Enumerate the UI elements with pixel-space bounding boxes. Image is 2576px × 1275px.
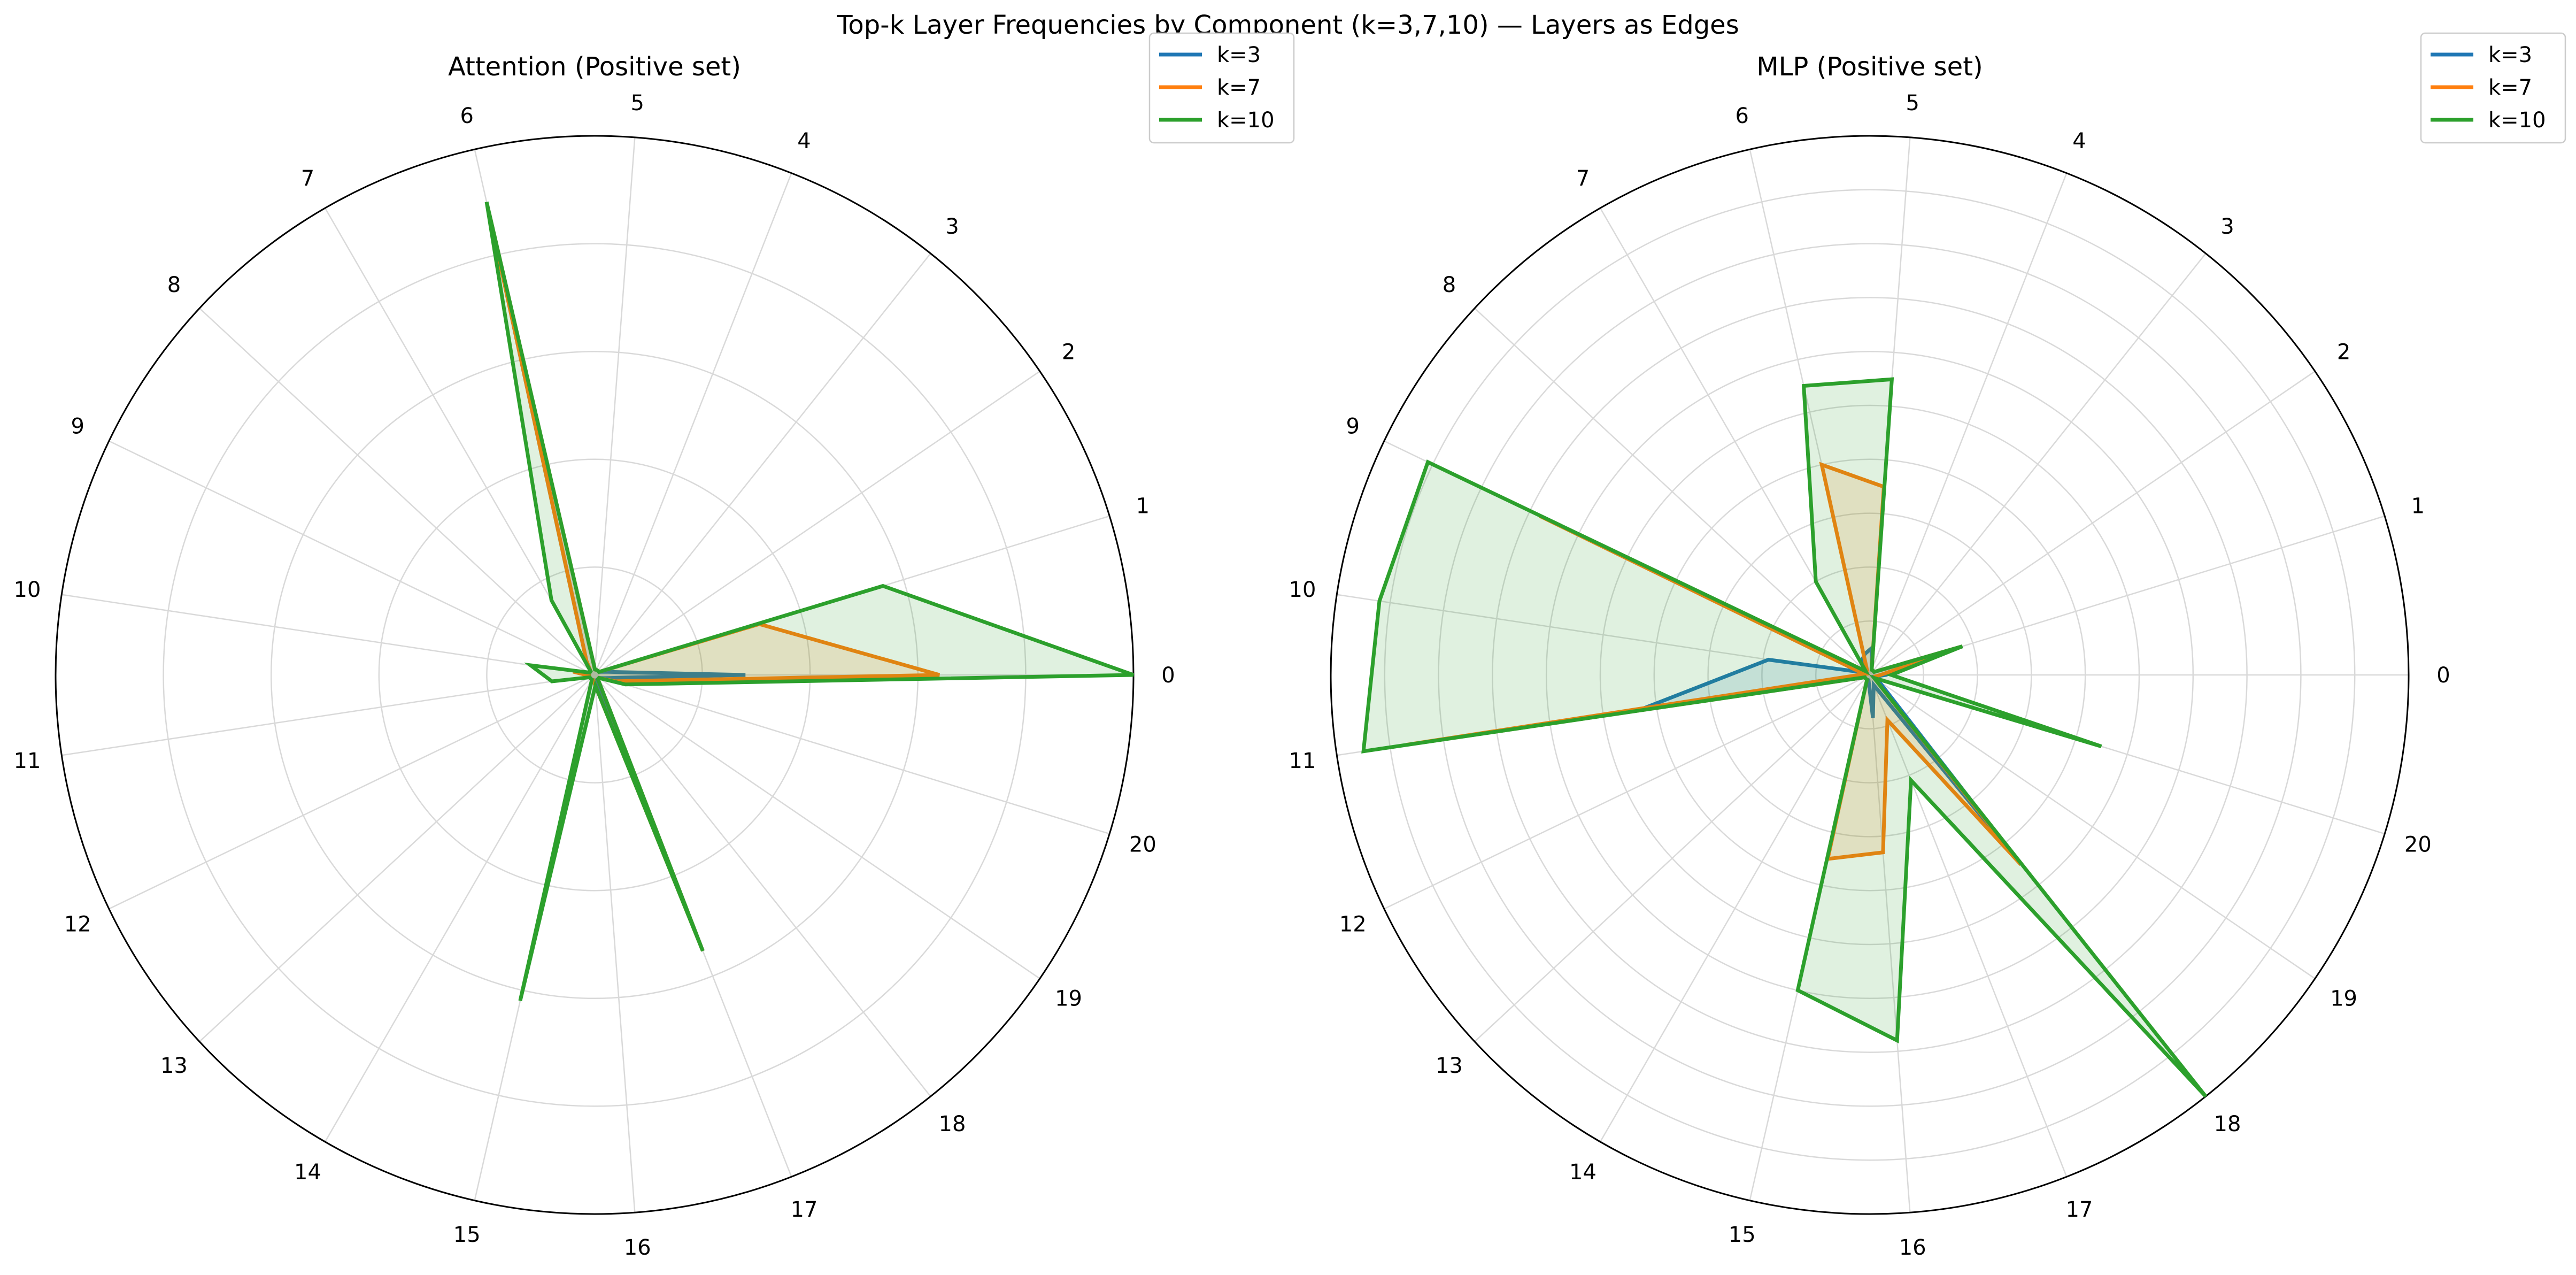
spoke-4: [593, 173, 792, 675]
layer-label-6: 6: [1736, 104, 1749, 128]
layer-label-13: 13: [160, 1054, 188, 1078]
grid-ring: [1599, 404, 2140, 946]
grid-ring: [1384, 189, 2356, 1161]
grid-ring: [1707, 512, 2032, 838]
grid-ring: [1438, 243, 2302, 1107]
grid-ring: [163, 243, 1027, 1107]
layer-label-18: 18: [2214, 1112, 2241, 1136]
layer-label-20: 20: [2404, 832, 2432, 857]
spoke-12: [109, 674, 595, 910]
layer-label-8: 8: [1443, 273, 1456, 297]
legend-label: k=7: [1217, 75, 1261, 100]
series-line-k=3: [487, 212, 746, 952]
series-line-k=10: [484, 201, 1135, 1002]
mlp-radar-panel: MLP (Positive set) 012345678910111213141…: [1289, 32, 2566, 1260]
layer-label-1: 1: [1136, 494, 1150, 519]
layer-label-8: 8: [167, 273, 181, 297]
layer-label-19: 19: [1055, 986, 1082, 1011]
grid-ring: [1492, 297, 2248, 1053]
layer-label-5: 5: [1906, 91, 1919, 116]
grid-ring: [1545, 350, 2194, 1000]
layer-label-12: 12: [64, 912, 91, 937]
layer-label-11: 11: [14, 749, 41, 773]
series-line-k=10: [1361, 377, 2208, 1098]
grid-ring: [1815, 620, 1925, 730]
layer-label-12: 12: [1339, 912, 1367, 937]
legend-label: k=10: [1217, 108, 1275, 133]
spoke-9: [109, 440, 595, 676]
layer-label-10: 10: [14, 578, 41, 602]
spoke-2: [594, 371, 1040, 676]
legend: k=3 k=7 k=10: [2420, 32, 2566, 144]
layer-label-7: 7: [301, 166, 314, 191]
spoke-3: [594, 253, 931, 675]
layer-label-15: 15: [1729, 1223, 1756, 1247]
grid-ring: [1653, 458, 2086, 892]
spoke-16: [593, 674, 636, 1213]
grid-ring: [378, 458, 811, 892]
layer-label-7: 7: [1576, 166, 1590, 191]
polar-frame: [1330, 135, 2410, 1215]
layer-label-16: 16: [624, 1235, 651, 1260]
layer-label-17: 17: [791, 1197, 818, 1222]
series-fill-k=3: [489, 212, 746, 951]
legend-label: k=7: [2488, 75, 2532, 100]
mlp-panel-title: MLP (Positive set): [1756, 52, 1983, 82]
layer-label-6: 6: [460, 104, 474, 128]
attention-radar-panel: Attention (Positive set) 012345678910111…: [14, 32, 1295, 1260]
layer-label-2: 2: [2337, 340, 2350, 365]
series-fill-k=10: [487, 202, 1133, 1001]
spoke-10: [61, 594, 595, 676]
layer-label-0: 0: [2436, 663, 2450, 688]
spoke-20: [594, 674, 1110, 835]
layer-label-13: 13: [1436, 1054, 1463, 1078]
layer-label-14: 14: [1569, 1160, 1596, 1185]
layer-label-20: 20: [1129, 832, 1156, 857]
series-fill-k=10: [1363, 379, 2206, 1097]
spoke-8: [199, 308, 595, 675]
layer-label-3: 3: [945, 214, 959, 239]
spoke-5: [593, 137, 636, 675]
spoke-18: [594, 674, 931, 1097]
grid-ring: [1761, 566, 1978, 784]
layer-label-0: 0: [1161, 663, 1175, 688]
layer-label-16: 16: [1899, 1235, 1926, 1260]
layer-label-9: 9: [71, 414, 84, 439]
layer-label-19: 19: [2330, 986, 2357, 1011]
layer-label-4: 4: [797, 129, 811, 153]
spoke-19: [594, 674, 1040, 979]
layer-label-4: 4: [2072, 129, 2086, 153]
legend-label: k=3: [1217, 43, 1261, 67]
layer-label-2: 2: [1062, 340, 1075, 365]
layer-label-18: 18: [939, 1112, 966, 1136]
layer-label-14: 14: [294, 1160, 321, 1185]
layer-label-15: 15: [453, 1223, 481, 1247]
layer-label-9: 9: [1346, 414, 1360, 439]
legend-frame: [1148, 32, 1295, 144]
attention-panel-title: Attention (Positive set): [448, 52, 741, 82]
layer-label-10: 10: [1289, 578, 1316, 602]
series-fill-k=7: [1406, 464, 2021, 865]
legend: k=3 k=7 k=10: [1148, 32, 1295, 144]
spoke-11: [61, 674, 595, 756]
layer-label-3: 3: [2220, 214, 2234, 239]
spoke-14: [324, 674, 596, 1142]
legend-label: k=10: [2488, 108, 2546, 133]
layer-label-11: 11: [1289, 749, 1316, 773]
layer-label-1: 1: [2411, 494, 2425, 519]
layer-label-5: 5: [630, 91, 644, 116]
legend-label: k=3: [2488, 43, 2532, 67]
layer-label-17: 17: [2066, 1197, 2093, 1222]
legend-frame: [2420, 32, 2566, 144]
spoke-13: [199, 674, 595, 1042]
